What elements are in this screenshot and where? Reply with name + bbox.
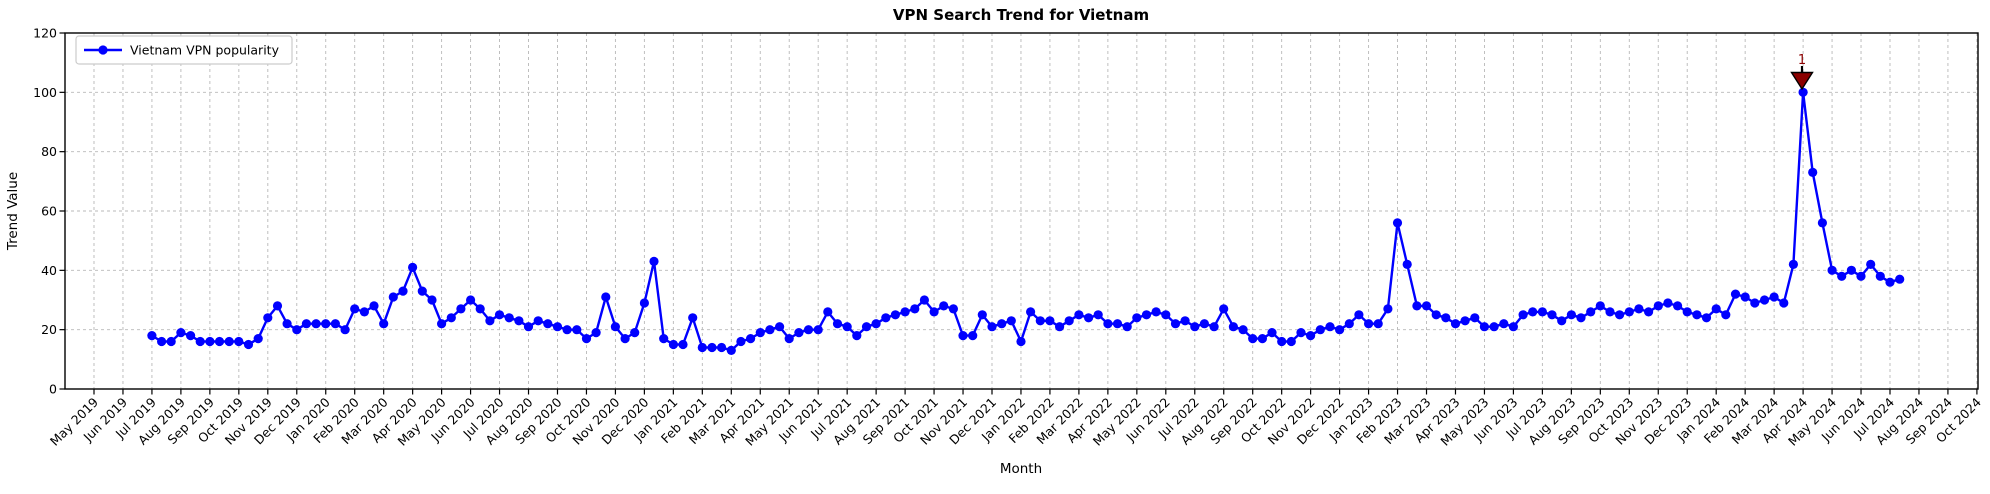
y-axis-title: Trend Value (5, 172, 21, 251)
svg-text:80: 80 (41, 144, 57, 159)
peak-annotation: 1 (1790, 53, 1814, 91)
annotation-label: 1 (1798, 53, 1806, 68)
y-axis-labels: 0 20 40 60 80 100 120 (33, 26, 57, 397)
legend: Vietnam VPN popularity (75, 35, 293, 65)
legend-box (75, 35, 293, 65)
annotation-triangle-down-icon (1790, 71, 1814, 91)
grid (65, 32, 1978, 389)
svg-text:60: 60 (41, 204, 57, 219)
svg-text:40: 40 (41, 263, 57, 278)
chart-title: VPN Search Trend for Vietnam (893, 6, 1149, 24)
x-axis-title: Month (1000, 461, 1042, 477)
plot-border (64, 32, 1979, 390)
svg-text:20: 20 (41, 322, 57, 337)
data-points (147, 87, 1905, 355)
svg-text:0: 0 (49, 382, 57, 397)
svg-text:120: 120 (33, 26, 57, 41)
axis-ticks (59, 32, 1978, 395)
legend-marker-icon (98, 45, 108, 55)
legend-label: Vietnam VPN popularity (130, 43, 280, 58)
svg-text:100: 100 (33, 85, 57, 100)
